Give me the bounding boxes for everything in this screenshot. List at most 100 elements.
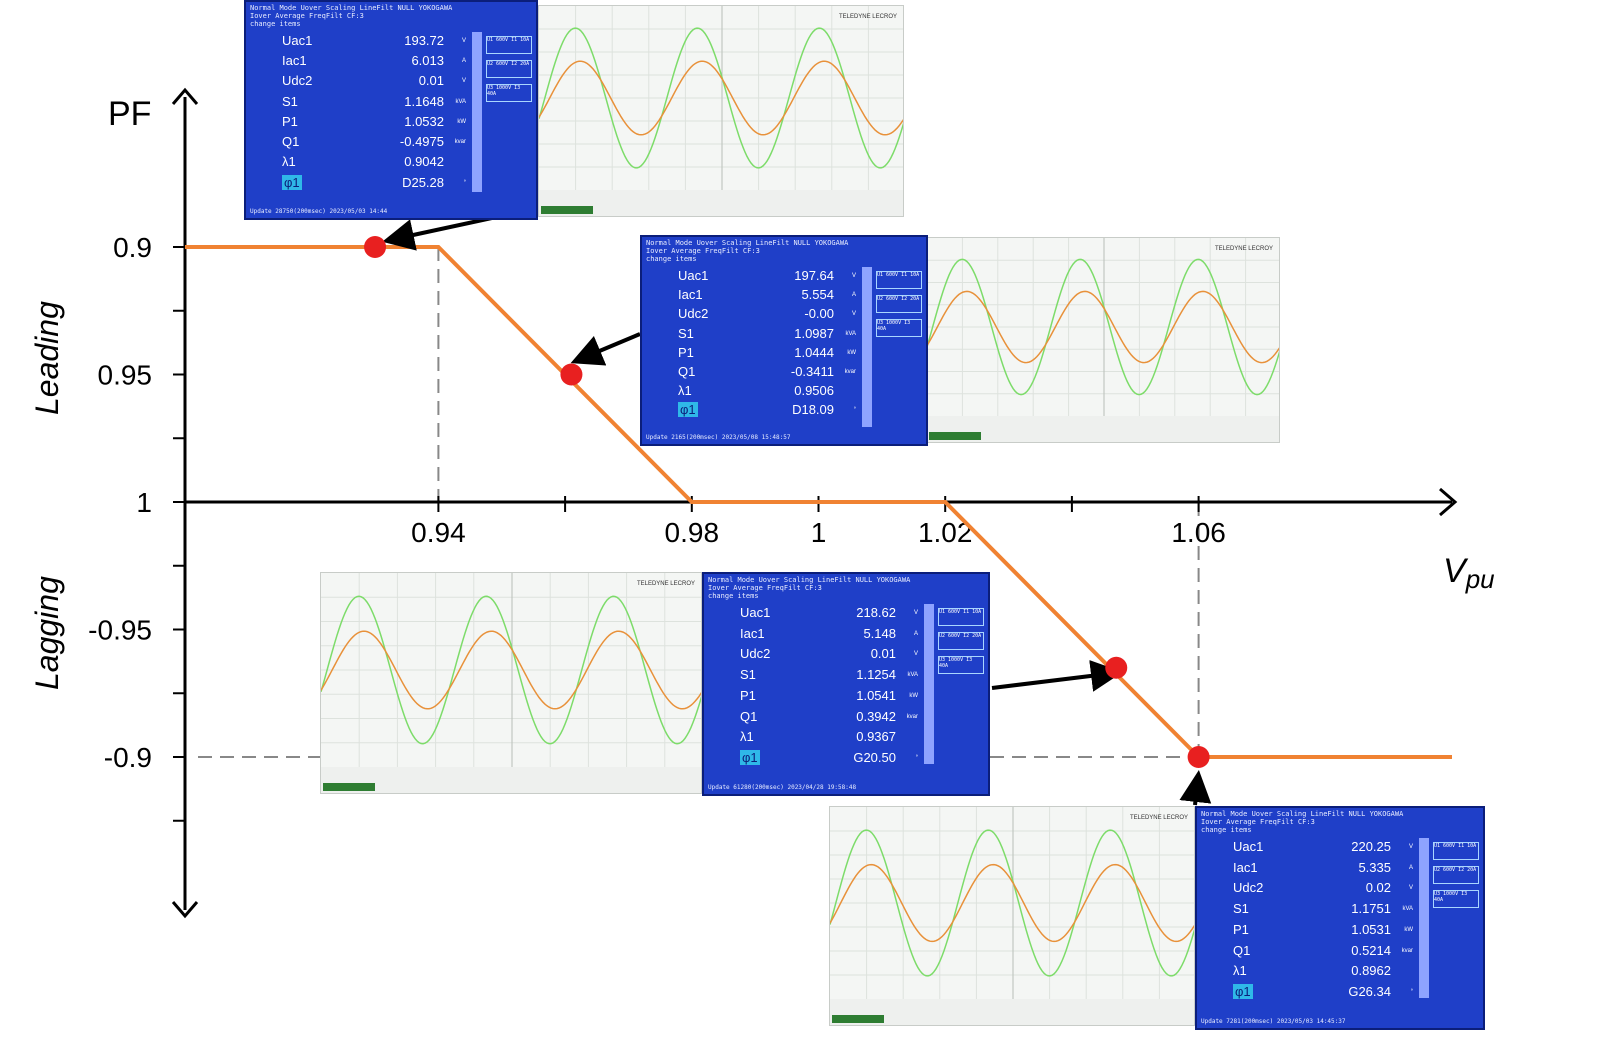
meter-header-line: change items xyxy=(646,255,697,263)
meter-reading-unit: kvar xyxy=(454,139,466,146)
meter-reading-label: S1 xyxy=(1233,901,1249,917)
meter-reading-row: S1 1.1751 kVA xyxy=(1233,898,1413,919)
meter-header: Normal Mode Uover Scaling LineFilt NULL … xyxy=(246,2,536,32)
y-tick-label: 0.9 xyxy=(113,232,152,263)
callout-arrow xyxy=(991,660,1123,692)
meter-reading-row: Uac1 220.25 V xyxy=(1233,836,1413,857)
meter-reading-row: φ1 D25.28 ° xyxy=(282,172,466,193)
page-strip xyxy=(1419,838,1429,998)
meter-reading-value: 1.1751 xyxy=(1351,901,1391,917)
meter-reading-row: Udc2 0.02 V xyxy=(1233,877,1413,898)
meter-reading-row: S1 1.1648 kVA xyxy=(282,91,466,112)
scope-brand-logo: TELEDYNE LECROY xyxy=(1130,815,1188,821)
scope-brand-logo: TELEDYNE LECROY xyxy=(637,581,695,587)
meter-reading-row: φ1 G26.34 ° xyxy=(1233,981,1413,1002)
meter-reading-unit: ° xyxy=(853,407,856,414)
meter-reading-label: λ1 xyxy=(1233,963,1247,979)
meter-reading-row: P1 1.0444 kW xyxy=(678,342,856,363)
current-waveform xyxy=(321,630,701,710)
meter-reading-label: Uac1 xyxy=(678,268,709,283)
y-axis-title: PF xyxy=(108,95,151,133)
meter-reading-value: G20.50 xyxy=(853,750,896,765)
meter-reading-unit: V xyxy=(913,651,918,658)
meter-reading-label: λ1 xyxy=(740,729,754,745)
meter-reading-unit: A xyxy=(913,630,918,637)
element-range-box: U3 1000V I3 40A xyxy=(486,84,532,102)
meter-header-line: Normal Mode Uover Scaling LineFilt NULL … xyxy=(646,239,849,247)
scope-readout-bar xyxy=(927,416,1279,442)
meter-reading-unit: V xyxy=(913,610,918,616)
meter-reading-unit: V xyxy=(851,311,856,318)
meter-reading-unit: ° xyxy=(1410,989,1413,995)
scope-readout-bar xyxy=(830,999,1194,1025)
meter-reading-value: 1.0541 xyxy=(856,687,896,703)
meter-reading-value: D25.28 xyxy=(402,174,444,190)
meter-reading-label: Iac1 xyxy=(1233,859,1258,875)
element-range-box: U1 600V I1 10A xyxy=(1433,842,1479,860)
meter-reading-label: Uac1 xyxy=(740,605,771,620)
meter-reading-value: 0.5214 xyxy=(1351,942,1391,958)
meter-reading-value: 0.3942 xyxy=(856,708,896,724)
power-meter-panel: Normal Mode Uover Scaling LineFilt NULL … xyxy=(244,0,538,220)
meter-reading-value: 0.9367 xyxy=(856,729,896,745)
voltage-waveform xyxy=(830,829,1194,977)
meter-reading-row: Uac1 193.72 V xyxy=(282,30,466,51)
waveform-plot: TELEDYNE LECROY xyxy=(830,807,1194,1025)
meter-reading-unit: A xyxy=(461,58,466,65)
meter-reading-label: λ1 xyxy=(282,154,296,170)
meter-reading-unit: V xyxy=(1408,885,1413,892)
meter-reading-label: P1 xyxy=(740,687,756,703)
meter-reading-value: 1.0531 xyxy=(1351,921,1391,937)
meter-element-sidebar: U1 600V I1 10A U2 600V I2 20A U3 1000V I3 … xyxy=(472,32,532,192)
y-tick-label: -0.9 xyxy=(104,742,152,773)
scope-readout-bar xyxy=(321,767,701,793)
meter-header-line: Normal Mode Uover Scaling LineFilt NULL … xyxy=(708,576,911,584)
page-strip xyxy=(862,267,872,427)
element-range-box: U2 600V I2 20A xyxy=(876,295,922,313)
meter-reading-value: -0.3411 xyxy=(790,363,834,379)
scope-panel: TELEDYNE LECROY xyxy=(538,5,904,217)
waveform-plot: TELEDYNE LECROY xyxy=(539,6,903,216)
meter-reading-row: Q1 0.5214 kvar xyxy=(1233,940,1413,961)
meter-reading-row: S1 1.1254 kVA xyxy=(740,664,918,685)
meter-reading-value: 1.0444 xyxy=(794,344,834,360)
meter-reading-row: Iac1 5.148 A xyxy=(740,623,918,644)
y-axis-arrow-up xyxy=(171,87,199,105)
meter-header-line: change items xyxy=(250,20,301,28)
meter-reading-label: Q1 xyxy=(740,708,758,724)
voltage-waveform xyxy=(321,595,701,745)
meter-reading-unit: kW xyxy=(909,692,918,699)
meter-reading-label: Uac1 xyxy=(1233,839,1264,854)
scope-channel-indicator xyxy=(541,206,593,214)
meter-reading-label: Q1 xyxy=(282,134,300,150)
meter-reading-row: Udc2 0.01 V xyxy=(282,70,466,91)
operating-point-marker xyxy=(560,363,583,386)
meter-header-line: Iover Average FreqFilt CF:3 xyxy=(1201,818,1315,826)
current-waveform xyxy=(927,290,1279,364)
scope-brand-logo: TELEDYNE LECROY xyxy=(1215,246,1273,252)
page-strip xyxy=(924,604,934,764)
meter-reading-label: Iac1 xyxy=(678,287,703,303)
meter-header-line: change items xyxy=(1201,826,1252,834)
x-tick-label: 1 xyxy=(811,517,827,548)
x-tick-label: 1.06 xyxy=(1171,517,1226,548)
meter-element-sidebar: U1 600V I1 10A U2 600V I2 20A U3 1000V I3 … xyxy=(924,604,984,764)
meter-reading-label: S1 xyxy=(678,325,694,341)
meter-reading-label: P1 xyxy=(282,113,298,129)
meter-reading-value: 193.72 xyxy=(404,33,444,48)
scope-panel: TELEDYNE LECROY xyxy=(829,806,1195,1026)
meter-reading-unit: A xyxy=(1408,864,1413,871)
scope-readout-bar xyxy=(539,190,903,216)
meter-reading-value: 218.62 xyxy=(856,605,896,620)
element-range-box: U3 1000V I3 40A xyxy=(938,656,984,674)
meter-element-sidebar: U1 600V I1 10A U2 600V I2 20A U3 1000V I3 … xyxy=(1419,838,1479,998)
meter-reading-unit: kW xyxy=(847,349,856,356)
element-range-box: U3 1000V I3 40A xyxy=(1433,890,1479,908)
meter-reading-unit: ° xyxy=(915,755,918,761)
x-tick-label: 0.98 xyxy=(665,517,720,548)
meter-footer: Update 28750(200msec) 2023/05/03 14:44 xyxy=(250,208,388,215)
meter-reading-unit: V xyxy=(851,273,856,279)
meter-footer: Update 7281(200msec) 2023/05/03 14:45:37 xyxy=(1201,1018,1346,1025)
meter-header: Normal Mode Uover Scaling LineFilt NULL … xyxy=(704,574,988,604)
